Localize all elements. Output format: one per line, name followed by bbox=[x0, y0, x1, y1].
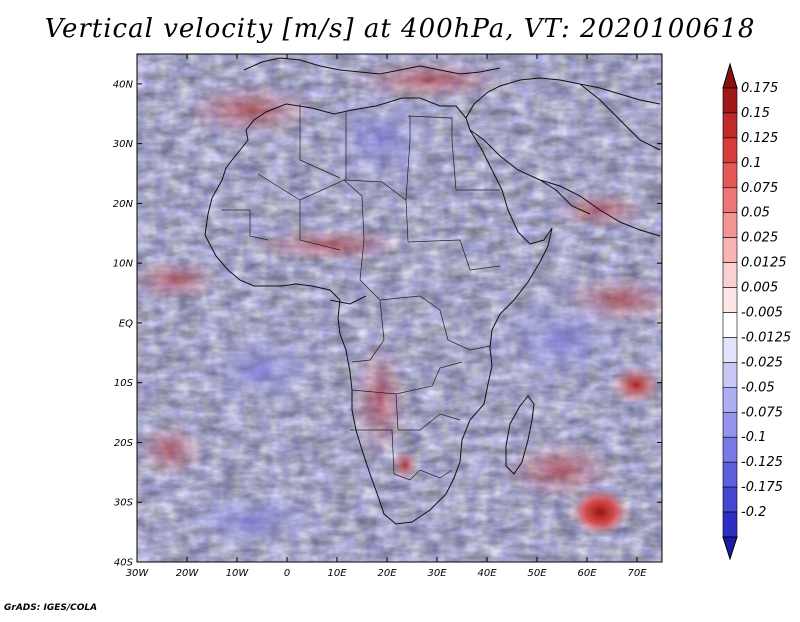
software-credit: GrADS: IGES/COLA bbox=[4, 603, 98, 613]
legend-swatch bbox=[722, 87, 738, 114]
lat-tick-label: 40S bbox=[114, 558, 134, 569]
legend-swatch bbox=[722, 262, 738, 288]
velocity-field bbox=[137, 54, 662, 562]
country-borders bbox=[222, 104, 501, 481]
lon-tick-label: 30E bbox=[427, 568, 447, 579]
lat-tick-label: 30S bbox=[114, 498, 134, 509]
legend-swatch bbox=[722, 511, 738, 538]
legend-max-arrow bbox=[722, 62, 738, 89]
legend-label: -0.025 bbox=[741, 355, 783, 370]
legend-swatch bbox=[722, 162, 738, 189]
lat-tick-label: 40N bbox=[113, 79, 134, 90]
legend-swatch bbox=[722, 112, 738, 139]
legend-label: -0.175 bbox=[741, 480, 783, 495]
legend-label: 0.15 bbox=[741, 106, 770, 121]
legend-swatch bbox=[722, 237, 738, 263]
legend-swatch bbox=[722, 486, 738, 513]
legend-label: -0.2 bbox=[741, 505, 766, 520]
legend-label: 0.0125 bbox=[741, 256, 787, 271]
map-title: Vertical velocity [m/s] at 400hPa, VT: 2… bbox=[44, 14, 756, 44]
legend-swatch bbox=[722, 137, 738, 164]
lat-tick-label: EQ bbox=[119, 318, 133, 329]
lon-tick-label: 60E bbox=[577, 568, 597, 579]
legend-swatch bbox=[722, 411, 738, 438]
legend-label: -0.1 bbox=[741, 430, 766, 445]
lat-tick-label: 10S bbox=[114, 378, 134, 389]
color-legend: 0.175 0.15 0.125 0.1 0.075 0.05 0.025 0.0125 0.0… bbox=[722, 62, 791, 561]
legend-label: 0.05 bbox=[741, 206, 770, 221]
legend-swatch bbox=[722, 312, 738, 338]
lat-tick-label: 30N bbox=[113, 139, 134, 150]
legend-swatch bbox=[722, 287, 738, 313]
updraft-feature bbox=[610, 365, 662, 405]
legend-label: 0.1 bbox=[741, 156, 762, 171]
legend-label: 0.075 bbox=[741, 181, 778, 196]
legend-label: 0.175 bbox=[741, 81, 778, 96]
legend-swatch bbox=[722, 212, 738, 238]
lon-tick-label: 10E bbox=[327, 568, 347, 579]
legend-label: 0.005 bbox=[741, 281, 778, 296]
legend-swatch bbox=[722, 461, 738, 488]
lon-tick-label: 10W bbox=[226, 568, 250, 579]
lon-tick-label: 20W bbox=[176, 568, 200, 579]
latitude-axis: 40N 30N 20N 10N EQ 10S 20S 30S 40S bbox=[113, 79, 662, 569]
legend-label: -0.125 bbox=[741, 455, 783, 470]
legend-swatch bbox=[722, 337, 738, 363]
legend-swatch bbox=[722, 362, 738, 388]
lon-tick-label: 50E bbox=[527, 568, 547, 579]
lon-tick-label: 0 bbox=[284, 568, 290, 579]
legend-label: -0.05 bbox=[741, 380, 775, 395]
legend-label: -0.005 bbox=[741, 306, 783, 321]
plot-frame bbox=[136, 53, 663, 563]
legend-label: 0.025 bbox=[741, 231, 778, 246]
cyclone-feature bbox=[570, 488, 630, 536]
lat-tick-label: 20S bbox=[114, 438, 134, 449]
legend-min-arrow bbox=[722, 536, 738, 561]
lon-tick-label: 70E bbox=[627, 568, 647, 579]
legend-label: 0.125 bbox=[741, 131, 778, 146]
lon-tick-label: 20E bbox=[377, 568, 397, 579]
legend-swatch bbox=[722, 387, 738, 413]
lat-tick-label: 10N bbox=[113, 259, 134, 270]
longitude-axis: 30W 20W 10W 0 10E 20E 30E 40E 50E 60E 70E bbox=[126, 54, 647, 579]
legend-label: -0.0125 bbox=[741, 330, 791, 345]
lon-tick-label: 30W bbox=[126, 568, 150, 579]
coastlines bbox=[204, 57, 661, 525]
lat-tick-label: 20N bbox=[113, 199, 134, 210]
legend-swatch bbox=[722, 436, 738, 463]
legend-swatch bbox=[722, 187, 738, 214]
legend-label: -0.075 bbox=[741, 405, 783, 420]
lon-tick-label: 40E bbox=[477, 568, 497, 579]
